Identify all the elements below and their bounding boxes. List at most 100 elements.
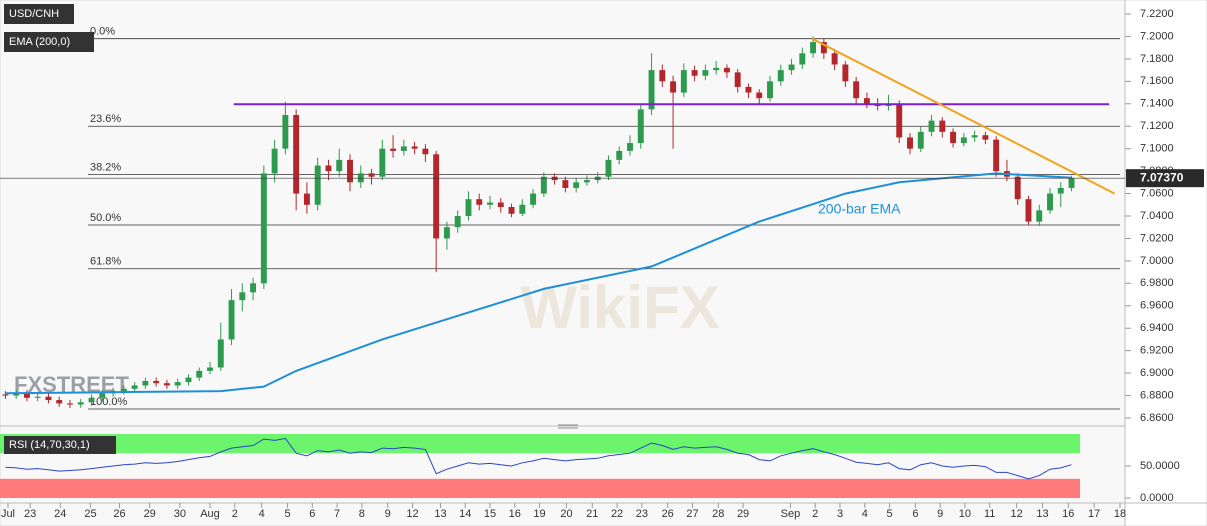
candle-body [142, 380, 149, 386]
x-tick-label: 9 [937, 508, 943, 520]
rsi-overbought-zone [0, 434, 1080, 454]
rsi-line [5, 437, 1072, 480]
candle-body [993, 139, 1000, 172]
candle-body [357, 173, 364, 183]
candle-body [627, 143, 633, 151]
x-tick-label: 13 [1036, 508, 1048, 520]
candle-body [303, 193, 310, 205]
candle-body [207, 367, 213, 371]
fib-label: 50.0% [90, 212, 121, 224]
candle-body [670, 81, 677, 93]
candle-body [120, 388, 127, 392]
candle-body [2, 394, 9, 396]
x-tick-label: Sep [781, 508, 801, 520]
candle-body [540, 176, 547, 194]
candle-body [1047, 193, 1053, 211]
x-tick-label: 2 [812, 508, 818, 520]
candle-body [648, 70, 655, 110]
candle-body [810, 42, 817, 54]
y-tick-label: 6.9000 [1140, 367, 1174, 379]
candle-body [1068, 178, 1075, 188]
candle-body [583, 180, 590, 183]
y-tick-label: 7.1000 [1140, 143, 1174, 155]
x-tick-label: 8 [359, 508, 365, 520]
rsi-y-tick-label: 0.0000 [1140, 492, 1174, 504]
indicator-box [4, 32, 94, 52]
x-tick-label: 22 [611, 508, 623, 520]
candle-body [573, 182, 580, 188]
x-tick-label: 16 [1062, 508, 1074, 520]
y-tick-label: 7.1200 [1140, 120, 1174, 132]
x-tick-label: 7 [334, 508, 340, 520]
y-tick-label: 6.9400 [1140, 322, 1174, 334]
x-tick-label: 25 [84, 508, 96, 520]
candle-body [67, 403, 73, 405]
candle-body [487, 202, 493, 205]
y-tick-label: 6.9200 [1140, 345, 1174, 357]
candle-body [88, 397, 95, 403]
x-tick-label: 3 [837, 508, 843, 520]
candle-body [260, 173, 267, 284]
candle-body [390, 148, 397, 151]
x-tick-label: 26 [113, 508, 125, 520]
candle-body [77, 402, 84, 405]
y-tick-label: 7.2000 [1140, 30, 1174, 42]
candle-body [13, 393, 20, 396]
candle-body [896, 103, 903, 138]
x-tick-label: 5 [284, 508, 290, 520]
x-tick-label: 23 [24, 508, 36, 520]
x-tick-label: 13 [434, 508, 446, 520]
x-tick-label: 9 [385, 508, 391, 520]
candle-body [820, 42, 827, 54]
candle-body [605, 159, 612, 177]
y-tick-label: 7.0400 [1140, 210, 1174, 222]
candle-body [734, 72, 741, 87]
candle-body [616, 150, 623, 160]
x-tick-label: 21 [586, 508, 598, 520]
candle-body [680, 70, 687, 93]
x-tick-label: 6 [309, 508, 315, 520]
fib-label: 23.6% [90, 113, 121, 125]
candle-body [239, 292, 246, 301]
candle-body [476, 199, 483, 205]
candle-body [713, 67, 720, 71]
candle-body [34, 396, 41, 398]
candle-body [1025, 199, 1032, 222]
x-tick-label: 17 [1088, 508, 1100, 520]
x-tick-label: 6 [912, 508, 918, 520]
ema-annotation: 200-bar EMA [818, 201, 901, 217]
y-tick-label: 7.0000 [1140, 255, 1174, 267]
candle-body [271, 148, 278, 174]
rsi-label-box [4, 436, 116, 454]
candle-body [917, 131, 924, 149]
x-tick-label: 24 [54, 508, 66, 520]
candle-body [907, 137, 913, 149]
x-tick-label: 2 [232, 508, 238, 520]
x-tick-label: 29 [737, 508, 749, 520]
candle-body [163, 383, 170, 386]
candle-body [314, 165, 321, 205]
y-tick-label: 7.0200 [1140, 232, 1174, 244]
last-price-box [1126, 169, 1204, 188]
y-tick-label: 6.9600 [1140, 300, 1174, 312]
candle-body [831, 53, 838, 65]
fib-label: 61.8% [90, 256, 121, 268]
candle-body [723, 67, 730, 73]
candle-body [928, 120, 935, 132]
x-tick-label: 23 [636, 508, 648, 520]
candle-body [422, 148, 429, 155]
candle-body [1036, 210, 1043, 222]
layer: 7.2200 7.2000 7.1800 7.1600 7.1400 7.1200 7.10… [0, 8, 1204, 520]
candle-body [217, 339, 224, 368]
candle-body [368, 173, 375, 177]
candle-body [562, 180, 569, 188]
y-tick-label: 7.1600 [1140, 75, 1174, 87]
watermark: WikiFX [520, 274, 719, 341]
symbol-box [4, 4, 74, 24]
x-tick-label: 26 [662, 508, 674, 520]
x-tick-label: 12 [1010, 508, 1022, 520]
candle-body [443, 227, 450, 239]
rsi-label: RSI (14,70,30,1) [9, 439, 90, 451]
candle-body [465, 199, 472, 216]
